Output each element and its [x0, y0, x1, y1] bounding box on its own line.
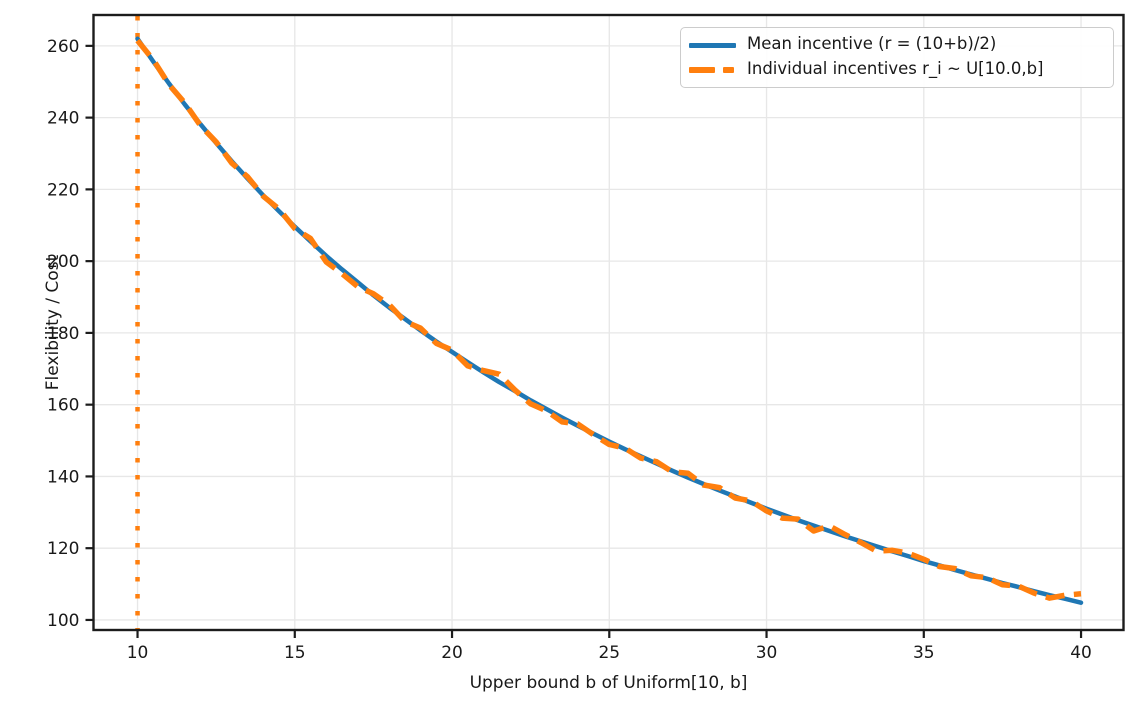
- y-tick-label: 200: [47, 252, 79, 272]
- plot-frame: [92, 13, 1125, 632]
- y-tick-label: 220: [47, 180, 79, 200]
- legend: Mean incentive (r = (10+b)/2) Individual…: [680, 27, 1114, 88]
- x-tick-label: 10: [127, 643, 149, 663]
- legend-item-individual-incentives: Individual incentives r_i ~ U[10.0,b]: [689, 58, 1103, 80]
- x-tick-label: 30: [756, 643, 778, 663]
- y-tick-label: 120: [47, 539, 79, 559]
- legend-item-mean-incentive: Mean incentive (r = (10+b)/2): [689, 34, 1103, 55]
- legend-label-mean: Mean incentive (r = (10+b)/2): [747, 34, 997, 53]
- x-tick-label: 15: [284, 643, 306, 663]
- y-tick-label: 100: [47, 611, 79, 631]
- x-axis-label: Upper bound b of Uniform[10, b]: [470, 673, 748, 693]
- y-tick-label: 240: [47, 109, 79, 129]
- legend-label-individual: Individual incentives r_i ~ U[10.0,b]: [747, 58, 1044, 78]
- y-tick-label: 260: [47, 37, 79, 57]
- solid-line-swatch: [689, 42, 736, 48]
- x-tick-label: 40: [1070, 643, 1092, 663]
- x-tick-label: 20: [441, 643, 463, 663]
- dashed-line-swatch: [689, 66, 736, 73]
- x-tick-label: 25: [598, 643, 620, 663]
- individual-incentives-line: [135, 38, 1082, 601]
- y-tick-label: 160: [47, 396, 79, 416]
- x-tick-label: 35: [913, 643, 935, 663]
- y-tick-label: 140: [47, 467, 79, 487]
- y-tick-label: 180: [47, 324, 79, 344]
- y-axis-label: Flexibility / Cost: [43, 254, 63, 390]
